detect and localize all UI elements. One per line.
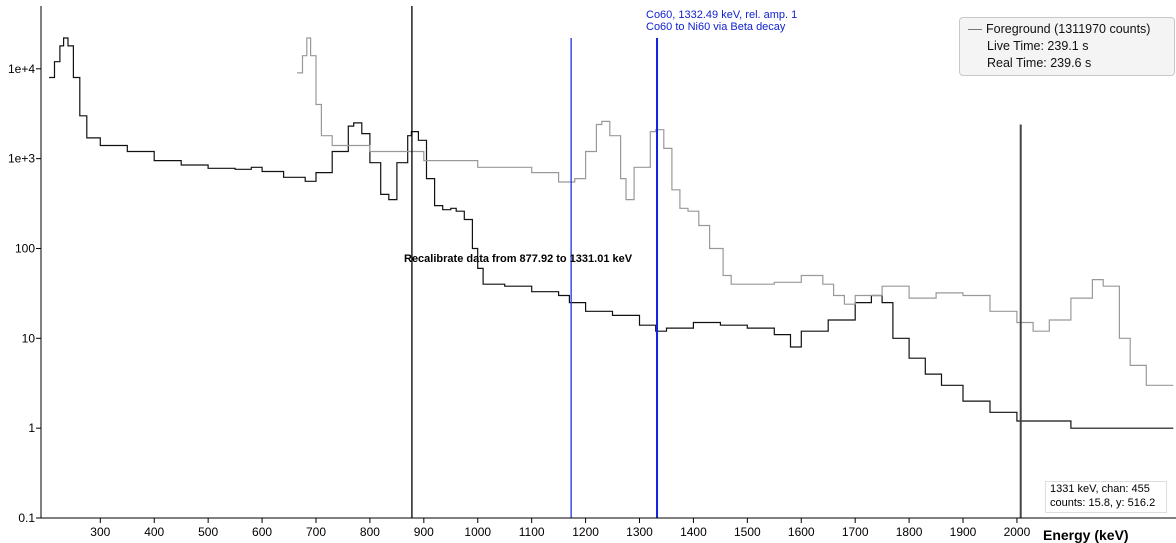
y-tick-label: 10 — [22, 331, 36, 345]
readout-line-1: 1331 keV, chan: 455 — [1050, 483, 1150, 495]
cursor-readout: 1331 keV, chan: 455 counts: 15.8, y: 516… — [1045, 481, 1167, 513]
y-axis-ticks: 0.1 1 10 100 1e+3 1e+4 — [8, 62, 41, 525]
x-tick-label: 1600 — [788, 525, 815, 539]
recalibrate-annotation: Recalibrate data from 877.92 to 1331.01 … — [404, 253, 633, 265]
legend-swatch — [968, 29, 982, 31]
readout-line-2: counts: 15.8, y: 516.2 — [1050, 497, 1156, 509]
y-tick-label: 0.1 — [18, 511, 35, 525]
legend-entry-label: Foreground (1311970 counts) — [986, 22, 1151, 36]
y-tick-label: 1 — [28, 421, 35, 435]
x-tick-label: 1700 — [842, 525, 869, 539]
x-tick-label: 1500 — [734, 525, 761, 539]
co60-peak-annotation: Co60, 1332.49 keV, rel. amp. 1 — [646, 9, 797, 21]
x-tick-label: 1300 — [626, 525, 653, 539]
co60-decay-annotation: Co60 to Ni60 via Beta decay — [646, 21, 786, 33]
x-tick-label: 900 — [414, 525, 434, 539]
x-tick-label: 300 — [90, 525, 110, 539]
x-tick-label: 1000 — [464, 525, 491, 539]
series-1-line — [49, 37, 1174, 429]
x-axis-label: Energy (keV) — [1043, 527, 1129, 543]
x-tick-label: 600 — [252, 525, 272, 539]
legend-entry: Foreground (1311970 counts) — [960, 22, 1150, 36]
x-tick-label: 400 — [144, 525, 164, 539]
x-tick-label: 700 — [306, 525, 326, 539]
legend-live-time: Live Time: 239.1 s — [987, 39, 1089, 53]
x-tick-label: 1400 — [680, 525, 707, 539]
legend[interactable]: Foreground (1311970 counts) Live Time: 2… — [959, 17, 1175, 76]
x-tick-label: 500 — [198, 525, 218, 539]
x-tick-label: 800 — [360, 525, 380, 539]
x-tick-label: 1100 — [519, 525, 545, 539]
x-tick-label: 1200 — [572, 525, 599, 539]
x-tick-label: 1900 — [950, 525, 977, 539]
x-tick-label: 2000 — [1004, 525, 1031, 539]
y-tick-label: 1e+4 — [8, 62, 35, 76]
legend-real-time: Real Time: 239.6 s — [987, 56, 1092, 70]
spectrum-lines — [49, 37, 1174, 518]
x-tick-label: 1800 — [896, 525, 923, 539]
reference-lines — [411, 6, 659, 518]
series-2-line — [297, 37, 1174, 386]
y-tick-label: 100 — [15, 241, 35, 255]
y-tick-label: 1e+3 — [8, 152, 35, 166]
x-axis-ticks: 300 400 500 600 700 800 900 1000 1100 1200 1300 140… — [90, 518, 1031, 539]
